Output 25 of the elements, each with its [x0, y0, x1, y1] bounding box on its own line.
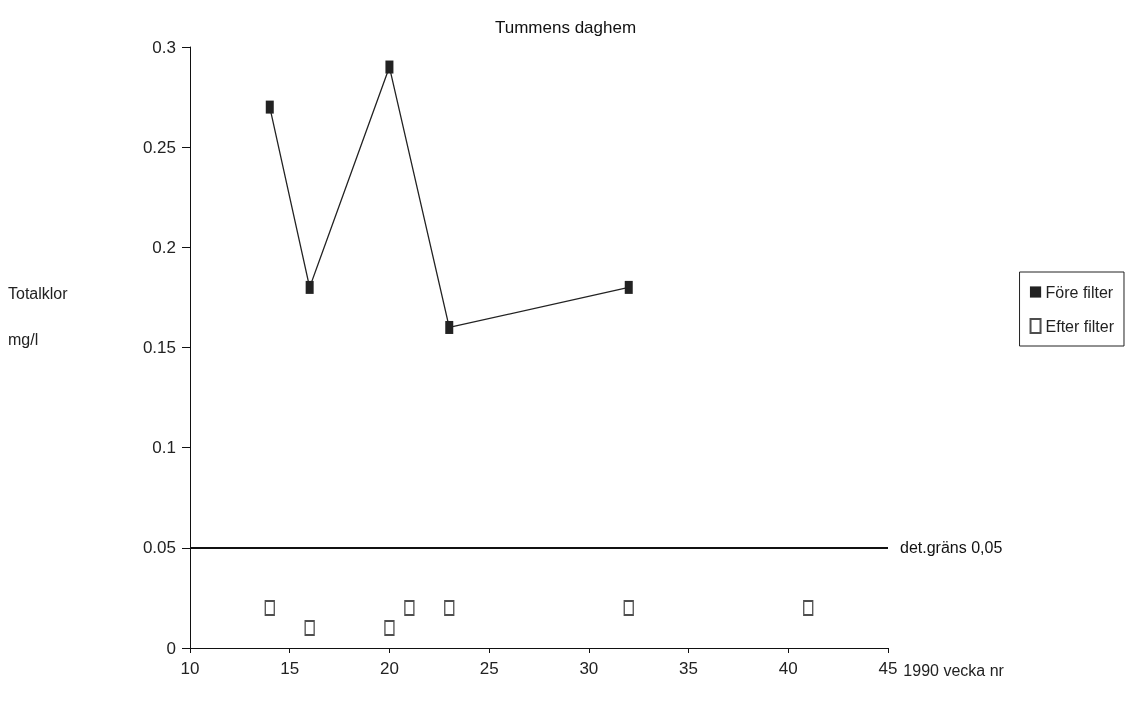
- ref-line-label: det.gräns 0,05: [900, 539, 1003, 557]
- x-axis-title: 1990 vecka nr: [903, 661, 1005, 679]
- y-tick-label: 0.25: [142, 137, 176, 157]
- x-tick-label: 35: [679, 659, 699, 678]
- y-tick-label: 0.1: [152, 438, 176, 458]
- x-tick-label: 10: [180, 659, 200, 678]
- point: [443, 600, 455, 616]
- chart-title: Tummens daghem: [495, 18, 637, 37]
- x-tick-label: 25: [479, 659, 499, 678]
- legend-label: Efter filter: [1045, 317, 1115, 335]
- x-tick-label: 40: [778, 659, 798, 678]
- point: [802, 600, 814, 616]
- x-tick-label: 20: [379, 659, 399, 678]
- legend-label: Före filter: [1045, 283, 1114, 301]
- y-tick-label: 0.2: [152, 237, 176, 257]
- y-tick-label: 0.05: [142, 538, 176, 558]
- point: [264, 600, 276, 616]
- x-tick-label: 15: [280, 659, 300, 678]
- y-tick-label: 0.3: [152, 37, 176, 57]
- x-tick-label: 30: [579, 659, 599, 678]
- y-tick-label: 0.15: [142, 338, 176, 357]
- x-tick-label: 45: [878, 659, 898, 678]
- y-tick-label: 0: [166, 638, 176, 658]
- point: [623, 600, 635, 616]
- text: Totalklor mg/l: [8, 284, 68, 348]
